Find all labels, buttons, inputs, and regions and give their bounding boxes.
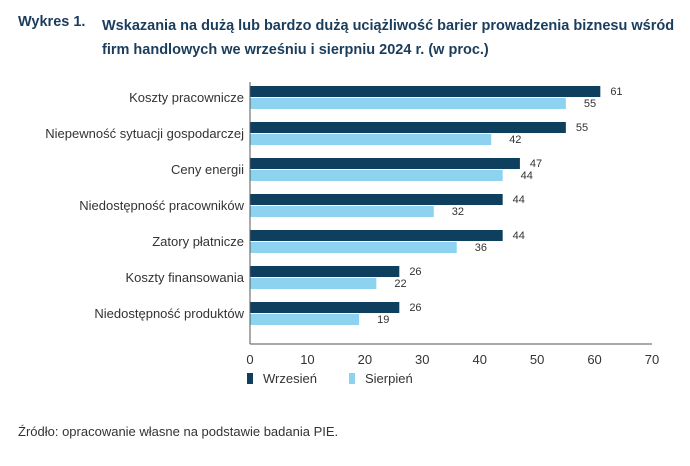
data-label: 61 bbox=[610, 86, 622, 98]
x-tick-label: 20 bbox=[358, 352, 372, 367]
x-tick-label: 70 bbox=[645, 352, 659, 367]
category-label: Ceny energii bbox=[171, 162, 244, 177]
bar-wrzesien bbox=[250, 194, 503, 205]
chart-number: Wykres 1. bbox=[18, 14, 86, 30]
category-label: Koszty pracownicze bbox=[129, 90, 244, 105]
bar-wrzesien bbox=[250, 266, 400, 277]
source-note: Źródło: opracowanie własne na podstawie … bbox=[18, 424, 339, 439]
category-label: Koszty finansowania bbox=[125, 270, 244, 285]
bar-sierpien bbox=[250, 242, 457, 253]
data-label: 44 bbox=[513, 194, 525, 206]
data-label: 47 bbox=[530, 158, 542, 170]
x-tick-label: 50 bbox=[530, 352, 544, 367]
bar-sierpien bbox=[250, 314, 360, 325]
data-label: 19 bbox=[377, 314, 389, 326]
data-label: 26 bbox=[409, 302, 421, 314]
data-label: 55 bbox=[584, 98, 596, 110]
bar-sierpien bbox=[250, 278, 377, 289]
x-tick-label: 0 bbox=[246, 352, 253, 367]
data-label: 36 bbox=[475, 242, 487, 254]
bar-sierpien bbox=[250, 98, 566, 109]
bar-sierpien bbox=[250, 134, 492, 145]
bar-wrzesien bbox=[250, 122, 566, 133]
data-label: 32 bbox=[452, 206, 464, 218]
x-tick-label: 10 bbox=[300, 352, 314, 367]
legend-label-wrzesien: Wrzesień bbox=[263, 371, 317, 386]
data-label: 22 bbox=[394, 278, 406, 290]
category-label: Niedostępność produktów bbox=[94, 306, 244, 321]
bar-wrzesien bbox=[250, 158, 520, 169]
legend-swatch-wrzesien bbox=[247, 373, 253, 384]
chart-title: Wskazania na dużą lub bardzo dużą uciążl… bbox=[102, 18, 675, 58]
data-label: 26 bbox=[409, 266, 421, 278]
category-label: Zatory płatnicze bbox=[152, 234, 244, 249]
data-label: 42 bbox=[509, 134, 521, 146]
x-tick-label: 30 bbox=[415, 352, 429, 367]
x-tick-label: 40 bbox=[472, 352, 486, 367]
data-label: 44 bbox=[513, 230, 525, 242]
bar-sierpien bbox=[250, 170, 503, 181]
legend-label-sierpien: Sierpień bbox=[365, 371, 413, 386]
bar-sierpien bbox=[250, 206, 434, 217]
data-label: 55 bbox=[576, 122, 588, 134]
data-label: 44 bbox=[521, 170, 533, 182]
bar-wrzesien bbox=[250, 86, 601, 97]
bar-chart: Koszty pracownicze 61 55 Niepewność sytuacj… bbox=[45, 82, 659, 386]
legend-swatch-sierpien bbox=[349, 373, 355, 384]
bar-wrzesien bbox=[250, 302, 400, 313]
x-tick-label: 60 bbox=[587, 352, 601, 367]
category-label: Niedostępność pracowników bbox=[79, 198, 244, 213]
bar-wrzesien bbox=[250, 230, 503, 241]
category-label: Niepewność sytuacji gospodarczej bbox=[45, 126, 244, 141]
